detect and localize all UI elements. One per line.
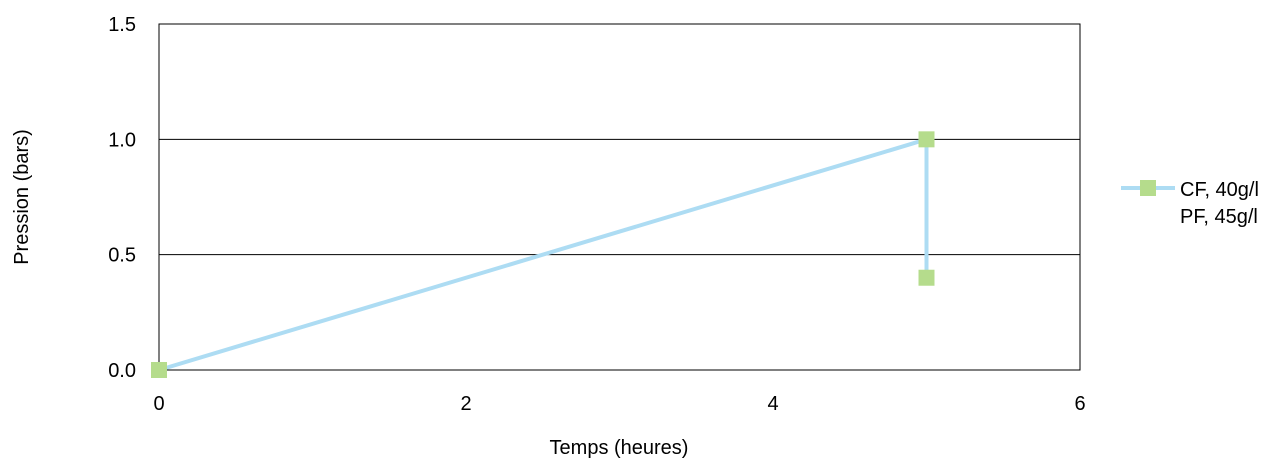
x-tick-label: 2 (460, 393, 471, 415)
gridlines (159, 138, 1080, 256)
y-tick-label: 1.0 (108, 129, 136, 151)
x-tick-label: 6 (1074, 393, 1085, 415)
legend-marker-swatch (1140, 180, 1156, 196)
plot-area (158, 23, 1081, 371)
y-tick-label: 0.5 (108, 245, 136, 267)
y-axis: 0.0 0.5 1.0 1.5 (108, 14, 136, 382)
legend-label-line-2: PF, 45g/l (1180, 206, 1258, 228)
y-tick-label: 0.0 (108, 360, 136, 382)
series-layer (151, 131, 935, 378)
legend-label-line-1: CF, 40g/l (1180, 179, 1259, 201)
x-tick-label: 4 (767, 393, 778, 415)
data-point-marker (151, 362, 167, 378)
data-point-marker (918, 131, 935, 148)
y-tick-label: 1.5 (108, 14, 136, 36)
x-axis-title: Temps (heures) (550, 437, 689, 459)
legend: CF, 40g/l PF, 45g/l (1121, 179, 1259, 228)
y-axis-title: Pression (bars) (11, 129, 33, 265)
data-point-marker (918, 269, 935, 286)
x-tick-label: 0 (153, 393, 164, 415)
x-axis: 0 2 4 6 (153, 393, 1085, 415)
